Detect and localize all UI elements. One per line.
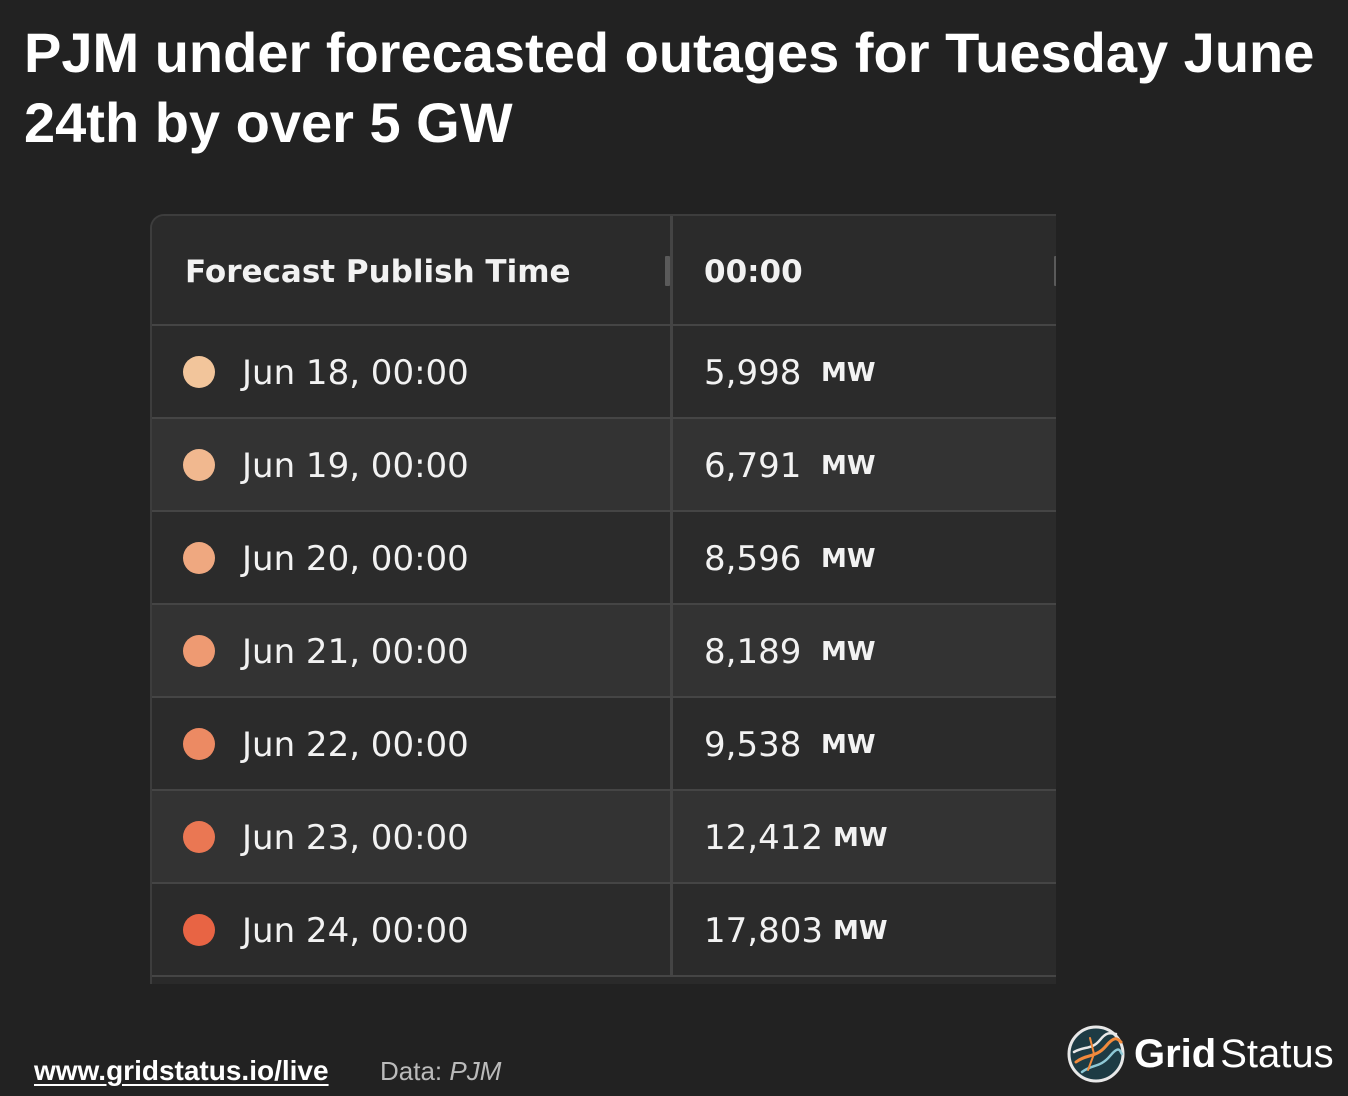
publish-time-cell: Jun 19, 00:00	[242, 446, 469, 486]
series-color-dot	[183, 356, 215, 388]
series-color-dot	[183, 728, 215, 760]
column-divider	[670, 605, 673, 696]
outage-value-cell: 5,998	[704, 353, 802, 393]
publish-time-cell: Jun 20, 00:00	[242, 539, 469, 579]
table-row[interactable]: Jun 22, 00:00 9,538 MW	[152, 698, 1056, 791]
series-color-dot	[183, 914, 215, 946]
data-source-label: Data:	[380, 1056, 443, 1086]
logo-text-status: Status	[1220, 1032, 1334, 1076]
outage-value-cell: 17,803	[704, 911, 823, 951]
column-resize-handle[interactable]	[665, 256, 670, 286]
publish-time-cell: Jun 24, 00:00	[242, 911, 469, 951]
table-row[interactable]: Jun 19, 00:00 6,791 MW	[152, 419, 1056, 512]
publish-time-cell: Jun 23, 00:00	[242, 818, 469, 858]
publish-time-cell: Jun 21, 00:00	[242, 632, 469, 672]
series-color-dot	[183, 821, 215, 853]
logo-text-grid: Grid	[1134, 1032, 1217, 1076]
unit-label: MW	[821, 358, 876, 388]
publish-time-cell: Jun 22, 00:00	[242, 725, 469, 765]
grid-status-logo: Grid Status	[1066, 1022, 1338, 1086]
series-color-dot	[183, 542, 215, 574]
outage-value-cell: 8,596	[704, 539, 802, 579]
outage-value-cell: 6,791	[704, 446, 802, 486]
gridstatus-live-link[interactable]: www.gridstatus.io/live	[34, 1055, 329, 1086]
table-row[interactable]: Jun 23, 00:00 12,412 MW	[152, 791, 1056, 884]
outage-value-cell: 12,412	[704, 818, 823, 858]
unit-label: MW	[821, 730, 876, 760]
unit-label: MW	[833, 916, 888, 946]
unit-label: MW	[821, 544, 876, 574]
column-resize-handle[interactable]	[1054, 256, 1056, 286]
table-row[interactable]: Jun 24, 00:00 17,803 MW	[152, 884, 1056, 977]
column-header-publish-time[interactable]: Forecast Publish Time	[185, 254, 571, 290]
column-divider	[670, 419, 673, 510]
column-divider	[670, 698, 673, 789]
column-divider	[670, 326, 673, 417]
grid-status-logo-icon	[1067, 1025, 1125, 1083]
column-divider	[670, 216, 673, 324]
column-divider	[670, 884, 673, 975]
grid-status-logo-text: Grid Status	[1134, 1031, 1334, 1077]
column-header-hour[interactable]: 00:00	[704, 254, 803, 290]
unit-label: MW	[821, 637, 876, 667]
publish-time-cell: Jun 18, 00:00	[242, 353, 469, 393]
outage-value-cell: 8,189	[704, 632, 802, 672]
headline: PJM under forecasted outages for Tuesday…	[24, 21, 1315, 154]
column-divider	[670, 791, 673, 882]
table-row[interactable]: Jun 18, 00:00 5,998 MW	[152, 326, 1056, 419]
column-divider	[670, 512, 673, 603]
forecast-table: Forecast Publish Time 00:00 Jun 18, 00:0…	[150, 214, 1056, 984]
outage-value-cell: 9,538	[704, 725, 802, 765]
unit-label: MW	[821, 451, 876, 481]
unit-label: MW	[833, 823, 888, 853]
table-row[interactable]: Jun 20, 00:00 8,596 MW	[152, 512, 1056, 605]
table-row[interactable]: Jun 21, 00:00 8,189 MW	[152, 605, 1056, 698]
data-source-name: PJM	[449, 1056, 502, 1086]
table-header-row: Forecast Publish Time 00:00	[152, 216, 1056, 326]
series-color-dot	[183, 449, 215, 481]
data-source: Data: PJM	[380, 1054, 501, 1088]
series-color-dot	[183, 635, 215, 667]
